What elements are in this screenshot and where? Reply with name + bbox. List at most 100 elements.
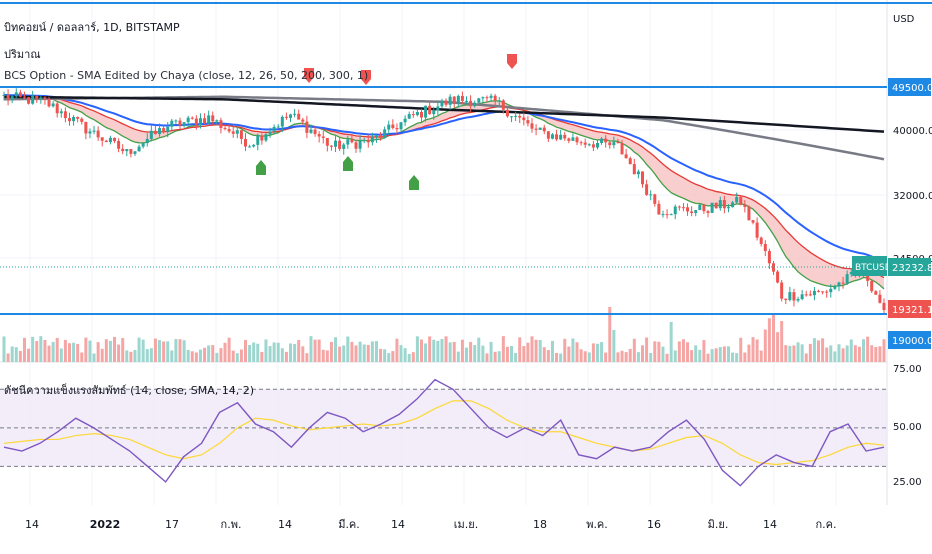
volume-bar (714, 348, 718, 362)
volume-bar (620, 350, 624, 362)
candle-body (231, 131, 235, 134)
volume-bar (591, 343, 595, 362)
candle-body (501, 100, 505, 110)
candle-body (39, 97, 43, 99)
volume-bar (2, 336, 6, 362)
rsi-legend[interactable]: ดัชนีความแข็งแรงสัมพัทธ์ (14, close, SMA… (4, 384, 254, 397)
candle-body (239, 130, 243, 139)
volume-bar (776, 332, 780, 362)
time-tick-label: 14 (278, 518, 292, 531)
candle-body (759, 237, 763, 244)
candle-body (334, 140, 338, 147)
time-tick-label: ก.พ. (221, 518, 242, 531)
volume-bar (411, 352, 415, 362)
volume-bar (669, 322, 673, 362)
candle-body (108, 138, 112, 143)
candle-body (117, 140, 121, 149)
volume-bar (534, 339, 538, 362)
signal-markers (256, 54, 517, 190)
candle-body (796, 299, 800, 301)
candle-body (219, 120, 223, 129)
indicator-legend[interactable]: BCS Option - SMA Edited by Chaya (close,… (4, 69, 369, 82)
candle-body (477, 98, 481, 103)
candle-body (84, 121, 88, 134)
candle-body (555, 134, 559, 140)
volume-bar (186, 349, 190, 362)
candle-body (407, 114, 411, 119)
volume-bar (43, 339, 47, 362)
volume-bar (395, 338, 399, 362)
volume-bar (284, 351, 288, 362)
candle-body (411, 114, 415, 116)
candle-body (460, 95, 464, 101)
volume-bar (874, 347, 878, 362)
volume-bar (743, 352, 747, 362)
volume-bar (788, 345, 792, 362)
hline-upper-label (888, 78, 931, 96)
candle-body (252, 144, 256, 147)
candle-body (419, 111, 423, 118)
volume-bar (460, 339, 464, 362)
hline-upper-label-text: 49500.00 (892, 83, 932, 94)
candle-body (6, 94, 10, 100)
volume-bar (415, 336, 419, 362)
volume-bar (35, 341, 39, 362)
volume-bar (27, 348, 31, 362)
volume-bar (735, 353, 739, 362)
volume-bar (493, 351, 497, 362)
candle-body (690, 211, 694, 214)
sma200-line (3, 95, 885, 133)
candle-body (677, 206, 681, 208)
candle-body (387, 124, 391, 130)
candle-body (432, 110, 436, 115)
symbol-legend[interactable]: บิทคอยน์ / ดอลลาร์, 1D, BITSTAMP (4, 21, 180, 34)
volume-bar (129, 351, 133, 362)
volume-bar (526, 342, 530, 362)
candle-body (665, 214, 669, 216)
candle-body (182, 122, 186, 126)
volume-bar (661, 346, 665, 362)
volume-bar (587, 352, 591, 362)
price-axis[interactable]: USD40000.0032000.0024500.0049500.00BTCUS… (852, 14, 932, 488)
volume-bar (10, 346, 14, 362)
candle-body (227, 129, 231, 132)
volume-bar (489, 341, 493, 362)
volume-bar (780, 321, 784, 362)
volume-bar (133, 349, 137, 362)
rsi-line (3, 378, 885, 487)
volume-legend[interactable]: ปริมาณ (4, 48, 41, 61)
volume-bar (80, 352, 84, 362)
candle-body (27, 97, 31, 104)
candle-body (448, 96, 452, 105)
time-tick-label: พ.ค. (586, 518, 608, 531)
candle-body (792, 292, 796, 301)
volume-bar (407, 353, 411, 362)
volume-bar (145, 349, 149, 362)
ticker-price-label (888, 258, 931, 276)
candle-body (321, 136, 325, 138)
candle-body (456, 95, 460, 103)
candle-body (141, 143, 145, 147)
volume-bar (514, 353, 518, 362)
volume-bar (497, 351, 501, 362)
candle-body (415, 111, 419, 116)
candle-body (370, 136, 374, 143)
volume-bar (731, 352, 735, 362)
candle-body (272, 126, 276, 132)
candle-body (2, 94, 6, 96)
horizontal-lines[interactable] (0, 2, 932, 315)
volume-bar (342, 345, 346, 362)
candle-body (248, 146, 252, 148)
candle-body (546, 131, 550, 139)
candle-body (170, 120, 174, 127)
volume-bar (309, 336, 313, 362)
time-axis[interactable]: 14 2022 17 ก.พ. 14 มี.ค. 14 เม.ย. 18 พ.ค. 16 มิ.ย. 1… (25, 518, 837, 531)
volume-bar (338, 346, 342, 362)
sell-signal-marker (507, 54, 517, 69)
volume-bar (51, 341, 55, 362)
candle-body (96, 130, 100, 138)
candle-body (841, 282, 845, 284)
